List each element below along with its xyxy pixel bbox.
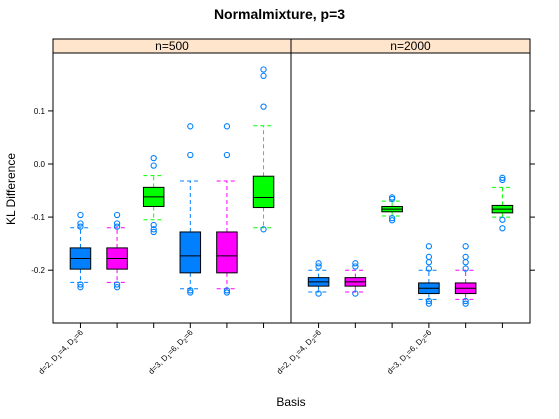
outlier-point [315,260,322,267]
outlier-point [499,216,506,223]
outlier-point [223,151,231,159]
outlier-point [77,223,84,230]
outlier-point [187,123,194,130]
x-tick-label: d=2, D1=4, D2=6 [275,328,325,378]
outlier-point [352,260,359,267]
box [179,231,202,274]
outlier-point [315,290,322,297]
outlier-point [388,215,396,222]
outlier-point [187,151,194,159]
outlier-point [462,253,469,261]
panel-strip-label: n=500 [155,39,189,53]
outlier-point [388,217,396,224]
outlier-point [77,281,84,288]
y-axis-label: KL Difference [4,153,18,225]
outlier-point [315,263,322,270]
outlier-point [425,243,433,250]
outlier-point [260,72,267,80]
panel-frame [290,52,531,324]
x-tick-label: d=2, D1=4, D2=6 [37,328,87,378]
panel-strip-label: n=2000 [390,39,431,53]
outlier-point [113,281,121,288]
outlier-point [113,284,121,291]
outlier-point [425,259,433,266]
outlier-point [499,174,506,181]
box [252,175,275,209]
x-axis-label: Basis [276,395,305,409]
outlier-point [260,103,267,110]
plot-area: n=500 d=2, D1=4, D2=6 d=3, D1=6, D2=6 n=200… [31,38,535,378]
outlier-point [150,226,157,233]
outlier-point [150,155,157,162]
outlier-point [113,220,121,227]
outlier-point [425,253,433,261]
chart-title: Normalmixture, p=3 [214,6,345,22]
outlier-point [499,225,506,232]
outlier-point [150,162,157,169]
x-tick-label: d=3, D1=6, D2=6 [385,328,435,378]
outlier-point [499,176,506,184]
outlier-point [388,195,396,203]
outlier-point [352,290,359,297]
outlier-point [425,265,433,272]
outlier-point [77,211,84,219]
outlier-point [462,300,469,307]
outlier-point [223,123,231,130]
outlier-point [462,259,469,266]
outlier-point [260,226,267,233]
box [216,231,238,274]
outlier-point [77,284,84,291]
outlier-point [462,297,469,305]
outlier-point [223,287,231,294]
outlier-point [187,287,194,294]
outlier-point [425,300,433,307]
x-tick-label: d=3, D1=6, D2=6 [147,328,197,378]
outlier-point [113,211,121,219]
y-tick-label: -0.2 [31,266,45,275]
outlier-point [113,223,121,230]
y-tick-label: -0.1 [31,213,45,222]
y-tick-label: 0.0 [34,160,46,169]
outlier-point [260,66,267,73]
outlier-point [150,221,157,229]
outlier-point [352,263,359,270]
outlier-point [150,228,157,236]
outlier-point [462,265,469,272]
y-tick-label: 0.1 [34,107,46,116]
outlier-point [187,289,194,296]
outlier-point [223,289,231,296]
outlier-point [462,243,469,250]
outlier-point [77,220,84,227]
outlier-point [425,297,433,305]
